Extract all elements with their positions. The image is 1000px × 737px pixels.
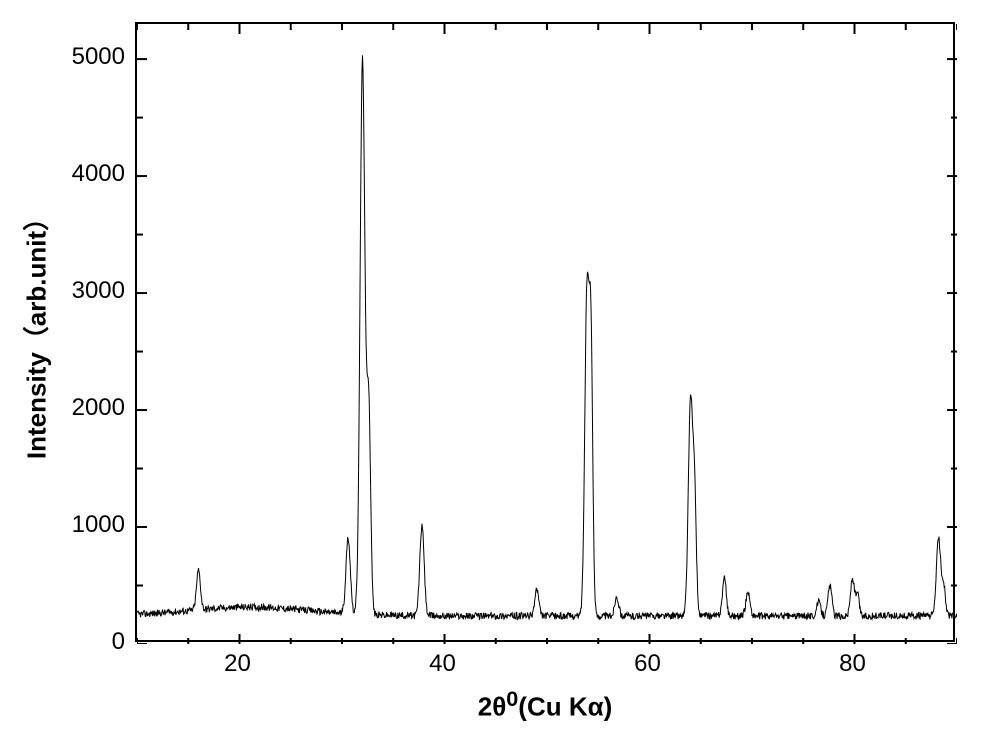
- x-tick-label: 40: [429, 650, 456, 678]
- plot-area: [135, 22, 955, 642]
- x-tick-label: 80: [839, 650, 866, 678]
- y-tick-label: 4000: [72, 160, 125, 188]
- y-tick-label: 1000: [72, 511, 125, 539]
- y-tick-label: 3000: [72, 277, 125, 305]
- y-axis-label: Intensity（arb.unit）: [17, 205, 54, 459]
- y-tick-label: 5000: [72, 43, 125, 71]
- y-tick-label: 0: [112, 628, 125, 656]
- xrd-figure: Intensity（arb.unit） 2θ0(Cu Kα) 20 40 60 80 0…: [0, 0, 1000, 737]
- xrd-line-chart: [137, 24, 957, 644]
- x-tick-label: 20: [224, 650, 251, 678]
- xrd-trace: [137, 55, 957, 619]
- x-tick-label: 60: [634, 650, 661, 678]
- x-axis-label: 2θ0(Cu Kα): [478, 686, 613, 723]
- y-tick-label: 2000: [72, 394, 125, 422]
